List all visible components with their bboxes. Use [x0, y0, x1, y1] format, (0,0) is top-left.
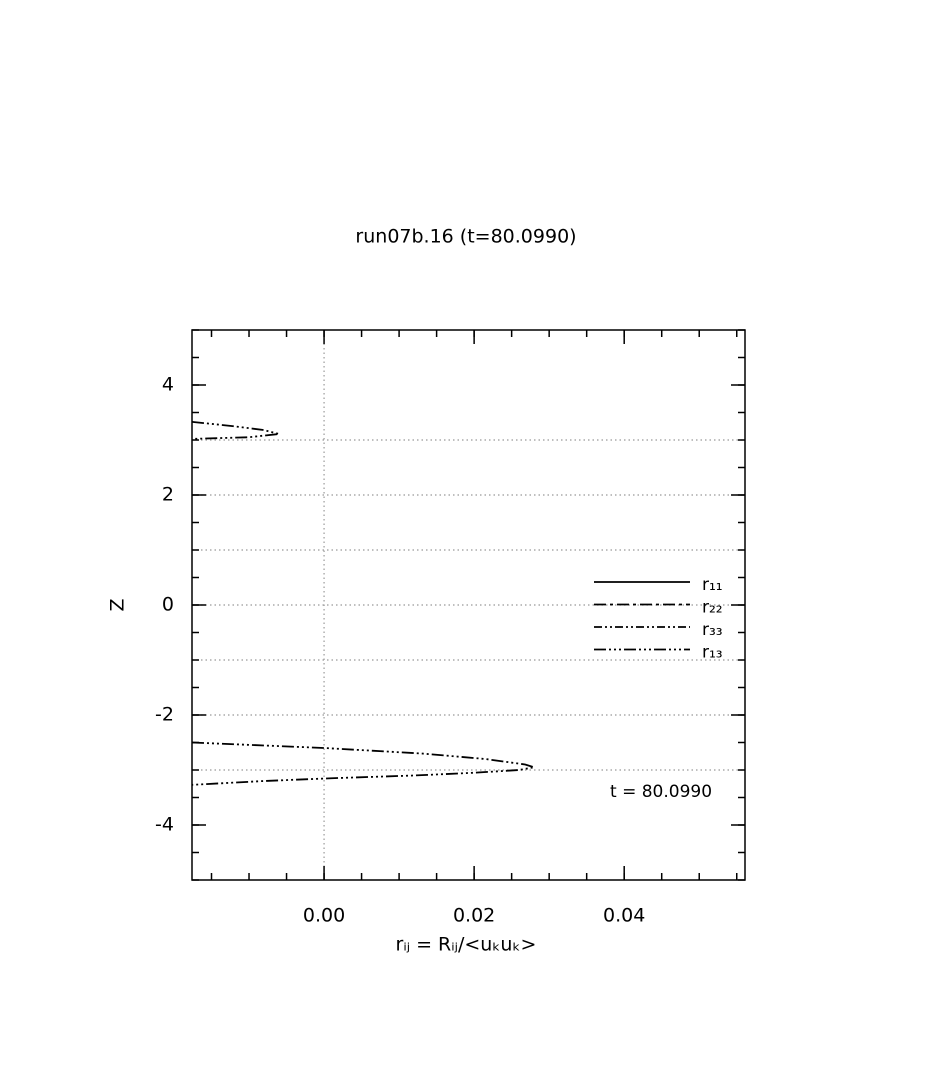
y-tick-label: 2	[162, 484, 174, 506]
series-line	[192, 420, 535, 786]
legend-label: r₁₁	[702, 575, 723, 595]
y-tick-label: 0	[162, 594, 174, 616]
legend-label: r₃₃	[702, 620, 723, 640]
x-tick-label: 0.00	[303, 905, 345, 927]
plot-frame	[191, 329, 746, 881]
y-tick-label: 4	[162, 374, 174, 396]
annotation: t = 80.0990	[610, 782, 712, 802]
legend-label: r₂₂	[702, 598, 723, 618]
y-tick-label: -4	[155, 814, 174, 836]
x-axis-label: rᵢⱼ = Rᵢⱼ/<uₖuₖ>	[396, 934, 537, 956]
chart-title: run07b.16 (t=80.0990)	[355, 226, 576, 248]
x-tick-label: 0.04	[603, 905, 645, 927]
legend-label: r₁₃	[702, 643, 723, 663]
y-tick-label: -2	[155, 704, 174, 726]
x-tick-label: 0.02	[453, 905, 495, 927]
y-axis-label: Z	[107, 598, 129, 611]
